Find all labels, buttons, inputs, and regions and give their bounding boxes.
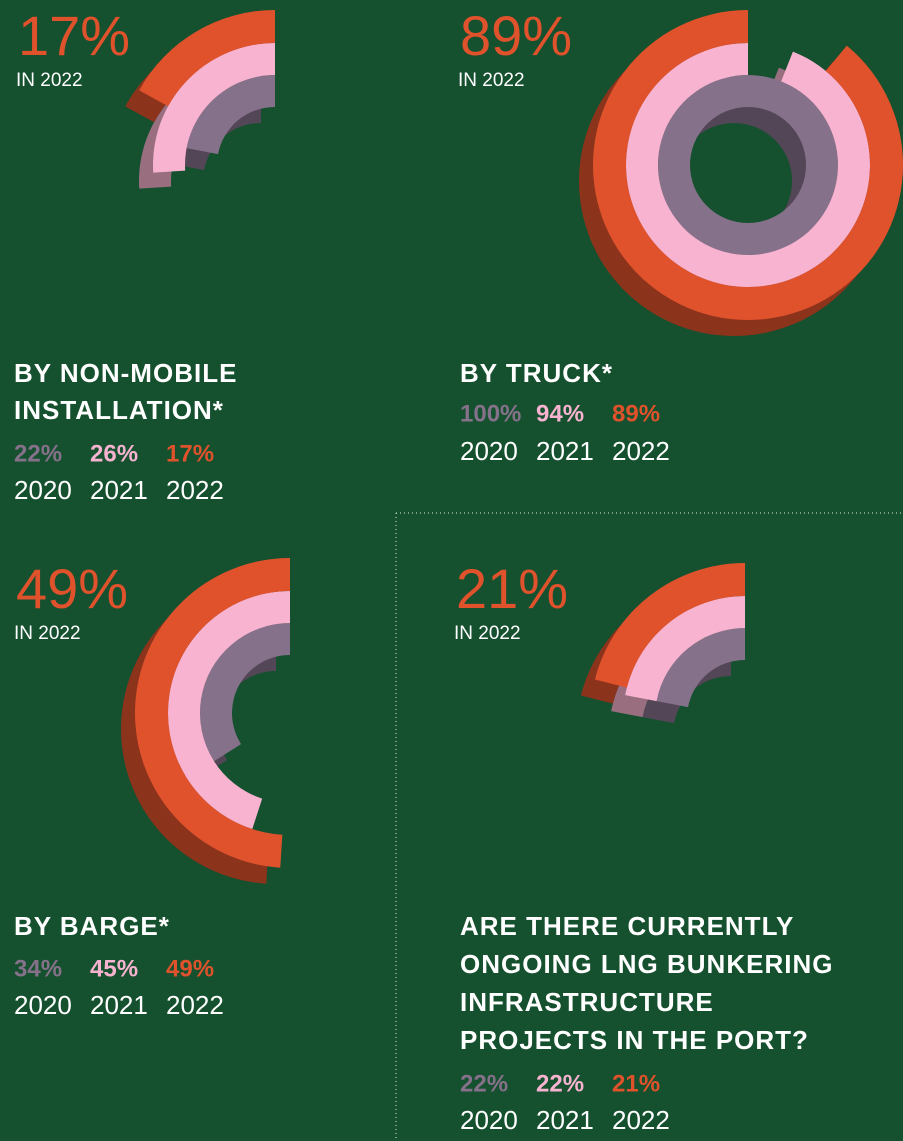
legend-value: 21% xyxy=(612,1070,660,1097)
legend-year: 2022 xyxy=(166,990,224,1020)
legend-year: 2021 xyxy=(536,436,594,466)
legend-year: 2020 xyxy=(460,1105,518,1135)
legend-value: 49% xyxy=(166,955,214,982)
panel-title: ONGOING LNG BUNKERING xyxy=(460,949,833,979)
headline-note: IN 2022 xyxy=(454,623,521,644)
panel-title: ARE THERE CURRENTLY xyxy=(460,911,794,941)
legend-year: 2020 xyxy=(14,475,72,505)
headline-note: IN 2022 xyxy=(14,623,81,644)
legend-year: 2021 xyxy=(90,475,148,505)
legend-year: 2020 xyxy=(460,436,518,466)
arc xyxy=(199,623,290,762)
headline-value: 17% xyxy=(18,4,130,67)
legend-value: 94% xyxy=(536,400,584,427)
legend-year: 2020 xyxy=(14,990,72,1020)
panel-title: BY NON-MOBILE xyxy=(14,358,237,388)
legend-value: 22% xyxy=(536,1070,584,1097)
arc xyxy=(594,563,745,688)
panel-title: BY BARGE* xyxy=(14,911,170,941)
panel-title: INSTALLATION* xyxy=(14,395,224,425)
legend-value: 22% xyxy=(14,440,62,467)
arc xyxy=(186,75,275,155)
panel-title: BY TRUCK* xyxy=(460,358,613,388)
arc xyxy=(625,596,745,702)
headline-value: 49% xyxy=(16,557,128,620)
headline-value: 89% xyxy=(460,4,572,67)
headline-note: IN 2022 xyxy=(16,70,83,91)
arc xyxy=(658,75,838,255)
legend-year: 2021 xyxy=(536,1105,594,1135)
legend-value: 89% xyxy=(612,400,660,427)
legend-value: 22% xyxy=(460,1070,508,1097)
panel-title: PROJECTS IN THE PORT? xyxy=(460,1025,809,1055)
arc xyxy=(656,628,745,708)
arc xyxy=(152,43,275,173)
headline-note: IN 2022 xyxy=(458,70,525,91)
arc xyxy=(168,591,290,830)
legend-year: 2022 xyxy=(612,1105,670,1135)
legend-year: 2021 xyxy=(90,990,148,1020)
arc xyxy=(134,557,290,868)
panel-title: INFRASTRUCTURE xyxy=(460,987,714,1017)
legend-value: 45% xyxy=(90,955,138,982)
legend-value: 34% xyxy=(14,955,62,982)
legend-year: 2022 xyxy=(612,436,670,466)
legend-value: 100% xyxy=(460,400,521,427)
legend-year: 2022 xyxy=(166,475,224,505)
headline-value: 21% xyxy=(456,557,568,620)
arc xyxy=(139,10,275,107)
legend-value: 26% xyxy=(90,440,138,467)
legend-value: 17% xyxy=(166,440,214,467)
